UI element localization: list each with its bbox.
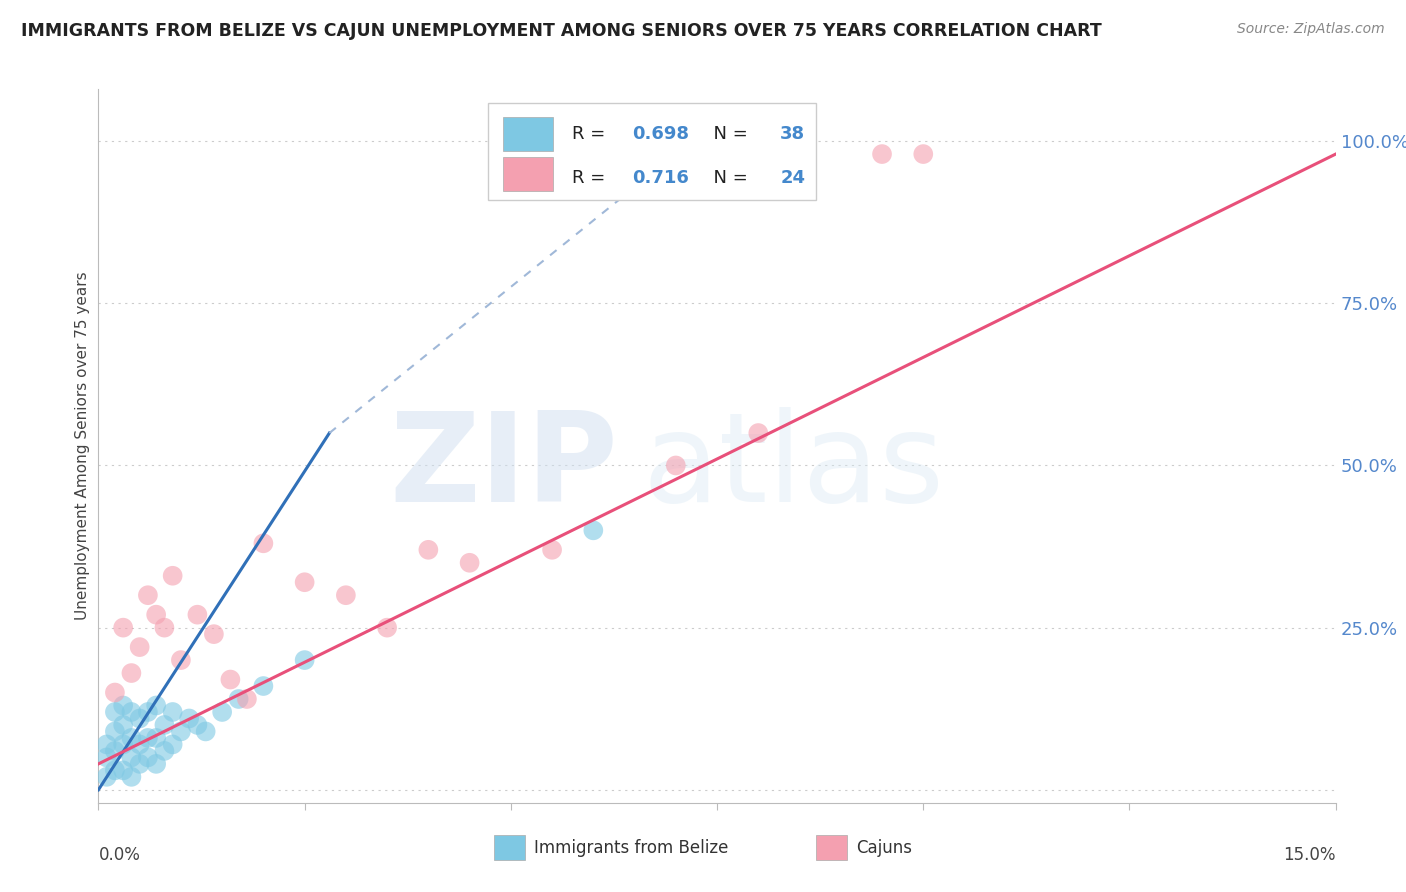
- Text: ZIP: ZIP: [389, 407, 619, 528]
- Point: [104, 744, 127, 758]
- Point: [128, 711, 150, 725]
- Point: [375, 621, 398, 635]
- Point: [145, 698, 167, 713]
- Point: [186, 607, 208, 622]
- Point: [128, 756, 150, 771]
- Point: [294, 653, 316, 667]
- Point: [136, 731, 159, 745]
- Point: [136, 588, 159, 602]
- Point: [120, 750, 142, 764]
- Point: [145, 731, 167, 745]
- Point: [236, 692, 259, 706]
- Point: [202, 627, 225, 641]
- Point: [541, 542, 564, 557]
- Text: 0.698: 0.698: [631, 125, 689, 143]
- Point: [104, 685, 127, 699]
- Point: [104, 705, 127, 719]
- FancyBboxPatch shape: [815, 835, 846, 860]
- Text: Immigrants from Belize: Immigrants from Belize: [534, 839, 728, 857]
- Point: [153, 718, 176, 732]
- Point: [153, 744, 176, 758]
- Text: atlas: atlas: [643, 407, 945, 528]
- Point: [104, 764, 127, 778]
- Point: [120, 705, 142, 719]
- Point: [153, 621, 176, 635]
- Point: [120, 666, 142, 681]
- Point: [335, 588, 357, 602]
- Text: N =: N =: [702, 125, 754, 143]
- Text: 0.716: 0.716: [631, 169, 689, 187]
- Point: [162, 568, 184, 582]
- Point: [179, 711, 201, 725]
- Point: [120, 731, 142, 745]
- FancyBboxPatch shape: [503, 157, 553, 191]
- Point: [112, 698, 135, 713]
- Point: [96, 770, 118, 784]
- Text: N =: N =: [702, 169, 754, 187]
- Text: 38: 38: [780, 125, 806, 143]
- Point: [128, 640, 150, 654]
- Point: [186, 718, 208, 732]
- Point: [112, 738, 135, 752]
- Point: [665, 458, 688, 473]
- Point: [128, 738, 150, 752]
- Point: [96, 750, 118, 764]
- Point: [252, 679, 274, 693]
- Point: [145, 607, 167, 622]
- Point: [582, 524, 605, 538]
- Point: [112, 621, 135, 635]
- Text: 24: 24: [780, 169, 806, 187]
- Point: [458, 556, 481, 570]
- Point: [870, 147, 893, 161]
- Text: IMMIGRANTS FROM BELIZE VS CAJUN UNEMPLOYMENT AMONG SENIORS OVER 75 YEARS CORRELA: IMMIGRANTS FROM BELIZE VS CAJUN UNEMPLOY…: [21, 22, 1102, 40]
- Point: [112, 764, 135, 778]
- Point: [136, 750, 159, 764]
- Text: 0.0%: 0.0%: [98, 846, 141, 863]
- Point: [162, 705, 184, 719]
- Point: [136, 705, 159, 719]
- Point: [219, 673, 242, 687]
- Point: [112, 718, 135, 732]
- FancyBboxPatch shape: [503, 117, 553, 152]
- Text: Cajuns: Cajuns: [856, 839, 911, 857]
- Point: [170, 724, 193, 739]
- Point: [912, 147, 935, 161]
- Point: [294, 575, 316, 590]
- Point: [252, 536, 274, 550]
- FancyBboxPatch shape: [488, 103, 815, 200]
- Text: R =: R =: [572, 169, 612, 187]
- Y-axis label: Unemployment Among Seniors over 75 years: Unemployment Among Seniors over 75 years: [75, 272, 90, 620]
- Point: [96, 738, 118, 752]
- Point: [170, 653, 193, 667]
- Point: [145, 756, 167, 771]
- Point: [194, 724, 217, 739]
- Point: [162, 738, 184, 752]
- Point: [747, 425, 769, 440]
- Point: [120, 770, 142, 784]
- Text: Source: ZipAtlas.com: Source: ZipAtlas.com: [1237, 22, 1385, 37]
- Point: [104, 724, 127, 739]
- Point: [211, 705, 233, 719]
- Point: [418, 542, 440, 557]
- Text: R =: R =: [572, 125, 612, 143]
- FancyBboxPatch shape: [495, 835, 526, 860]
- Point: [623, 147, 645, 161]
- Point: [228, 692, 250, 706]
- Text: 15.0%: 15.0%: [1284, 846, 1336, 863]
